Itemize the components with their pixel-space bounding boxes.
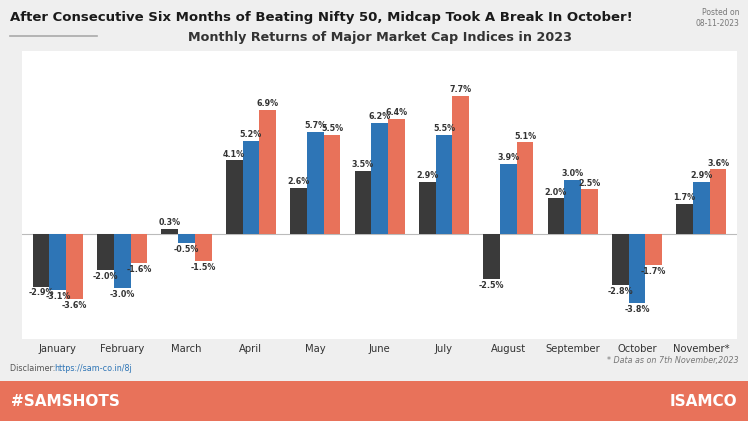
- Bar: [131, 234, 147, 263]
- Bar: [226, 160, 242, 234]
- Text: 6.2%: 6.2%: [369, 112, 390, 121]
- Bar: [371, 123, 388, 234]
- Bar: [242, 141, 260, 234]
- Text: 5.7%: 5.7%: [304, 121, 326, 130]
- Text: * Data as on 7th November,2023: * Data as on 7th November,2023: [607, 356, 739, 365]
- Bar: [33, 234, 49, 287]
- Bar: [324, 135, 340, 234]
- Bar: [693, 182, 710, 234]
- Text: 7.7%: 7.7%: [450, 85, 472, 94]
- Bar: [628, 234, 646, 303]
- Text: 5.2%: 5.2%: [240, 130, 262, 139]
- Bar: [548, 198, 564, 234]
- Text: 2.0%: 2.0%: [545, 187, 567, 197]
- Bar: [500, 164, 517, 234]
- Text: 6.4%: 6.4%: [385, 108, 408, 117]
- Text: 3.9%: 3.9%: [497, 153, 519, 162]
- Bar: [195, 234, 212, 261]
- Text: 1.7%: 1.7%: [674, 193, 696, 202]
- Legend: NIFTY 50, Nifty Midcap 150, Nifty Smallcap 250: NIFTY 50, Nifty Midcap 150, Nifty Smallc…: [221, 402, 538, 412]
- Text: Disclaimer:: Disclaimer:: [10, 364, 58, 373]
- Bar: [435, 135, 453, 234]
- Bar: [419, 182, 435, 234]
- Text: 08-11-2023: 08-11-2023: [695, 19, 739, 28]
- Bar: [260, 110, 276, 234]
- Text: 3.6%: 3.6%: [707, 159, 729, 168]
- Text: After Consecutive Six Months of Beating Nifty 50, Midcap Took A Break In October: After Consecutive Six Months of Beating …: [10, 11, 633, 24]
- Text: 5.5%: 5.5%: [321, 125, 343, 133]
- Bar: [290, 187, 307, 234]
- Bar: [612, 234, 628, 285]
- Text: 2.6%: 2.6%: [287, 177, 310, 186]
- Text: -2.5%: -2.5%: [479, 281, 504, 290]
- Text: -3.6%: -3.6%: [62, 301, 88, 310]
- Text: -2.9%: -2.9%: [28, 288, 54, 298]
- Text: -3.8%: -3.8%: [625, 305, 650, 314]
- Text: -2.8%: -2.8%: [607, 287, 633, 296]
- Bar: [49, 234, 67, 290]
- Bar: [388, 119, 405, 234]
- Text: -1.7%: -1.7%: [641, 267, 666, 276]
- Text: 2.9%: 2.9%: [690, 171, 713, 180]
- Bar: [517, 142, 533, 234]
- Text: 3.0%: 3.0%: [562, 170, 583, 179]
- Text: -3.1%: -3.1%: [45, 292, 70, 301]
- Text: 3.5%: 3.5%: [352, 160, 374, 170]
- Text: -2.0%: -2.0%: [93, 272, 118, 281]
- Bar: [453, 96, 469, 234]
- Bar: [581, 189, 598, 234]
- Bar: [646, 234, 662, 265]
- Bar: [483, 234, 500, 280]
- Text: 4.1%: 4.1%: [223, 149, 245, 159]
- Text: 6.9%: 6.9%: [257, 99, 279, 108]
- Bar: [114, 234, 131, 288]
- Bar: [307, 132, 324, 234]
- Bar: [162, 229, 178, 234]
- Bar: [355, 171, 371, 234]
- Text: 2.9%: 2.9%: [416, 171, 438, 180]
- Text: Posted on: Posted on: [702, 8, 739, 17]
- Text: 0.3%: 0.3%: [159, 218, 181, 227]
- Text: 5.1%: 5.1%: [514, 132, 536, 141]
- Text: -0.5%: -0.5%: [174, 245, 199, 254]
- Text: https://sam-co.in/8j: https://sam-co.in/8j: [54, 364, 132, 373]
- Text: -1.5%: -1.5%: [191, 263, 216, 272]
- Title: Monthly Returns of Major Market Cap Indices in 2023: Monthly Returns of Major Market Cap Indi…: [188, 31, 571, 44]
- Bar: [564, 180, 581, 234]
- Text: -1.6%: -1.6%: [126, 265, 152, 274]
- Text: ӀSAMCO: ӀSAMCO: [669, 394, 737, 408]
- Bar: [710, 170, 726, 234]
- Text: 2.5%: 2.5%: [578, 179, 601, 187]
- Bar: [178, 234, 195, 243]
- Text: -3.0%: -3.0%: [109, 290, 135, 299]
- Bar: [97, 234, 114, 270]
- Bar: [67, 234, 83, 299]
- Text: 5.5%: 5.5%: [433, 125, 455, 133]
- Bar: [676, 204, 693, 234]
- Text: #SAMSHOTS: #SAMSHOTS: [11, 394, 120, 408]
